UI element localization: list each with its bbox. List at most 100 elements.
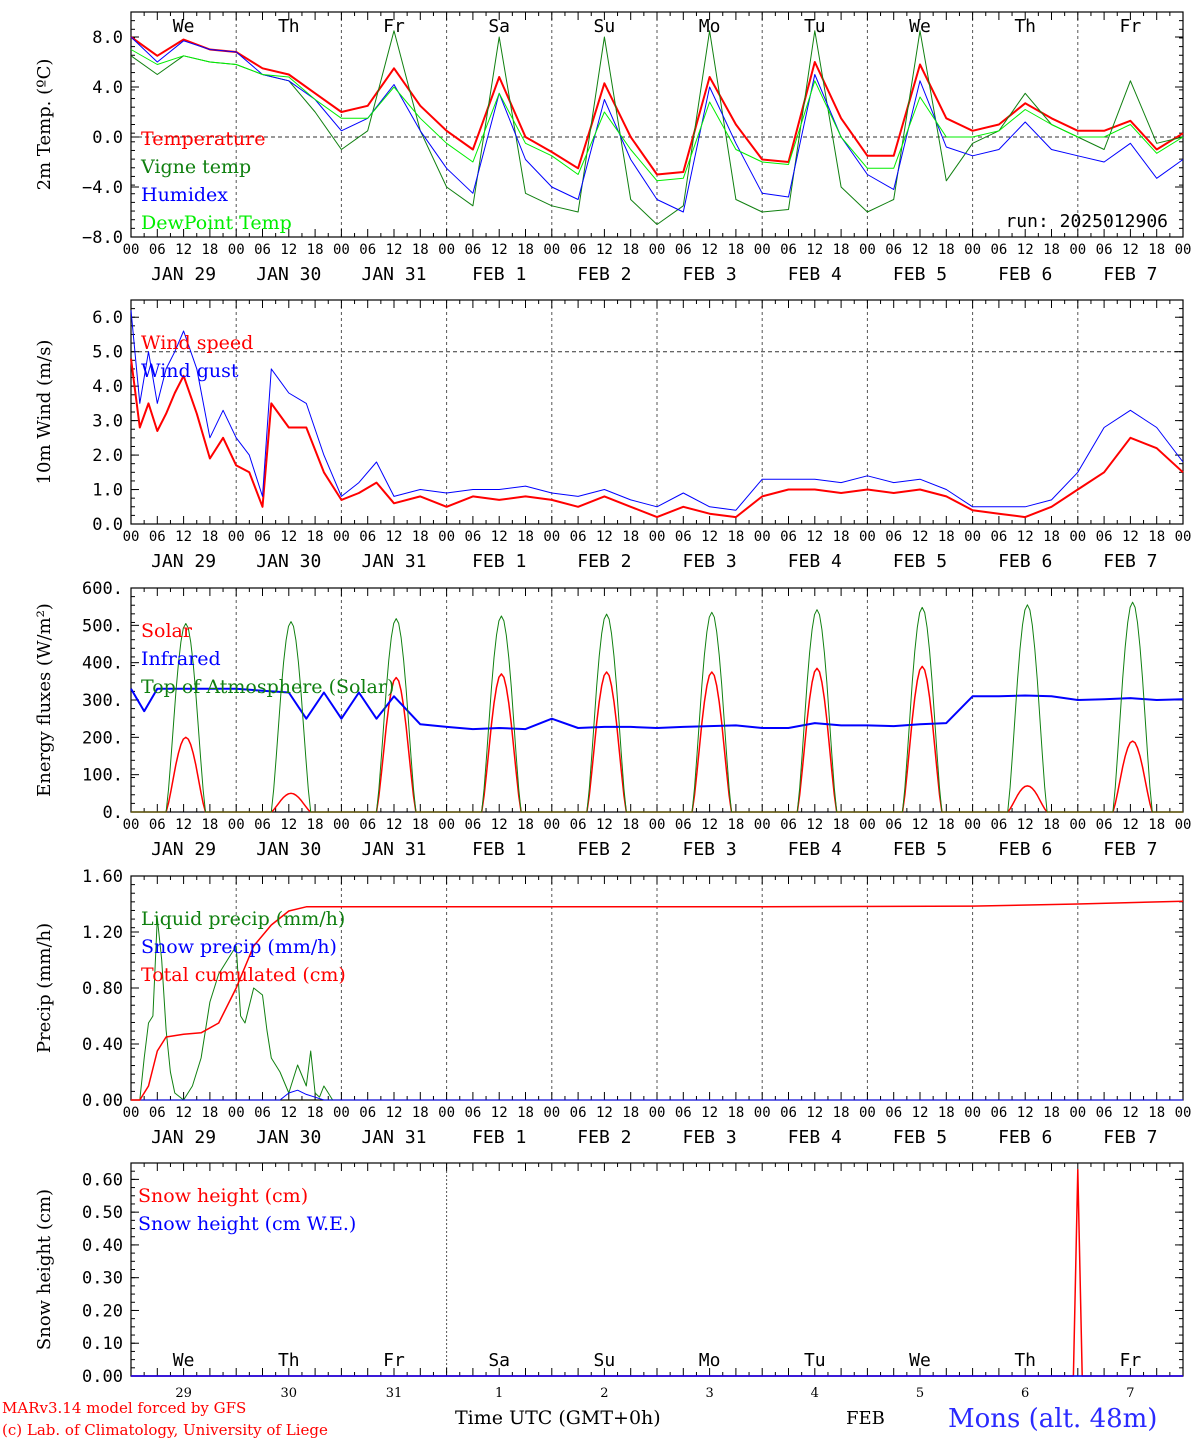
y-tick-label: 600. [82,579,123,599]
y-axis-label: Energy fluxes (W/m²) [34,603,55,797]
x-tick-label: 00 [754,817,771,833]
date-label: FEB 2 [577,264,631,285]
x-tick-label: 12 [701,529,718,545]
x-tick-label: 00 [228,817,245,833]
x-tick-label: 00 [438,242,455,258]
x-tick-label: 12 [491,1105,508,1121]
x-tick-label: 12 [175,817,192,833]
x-tick-label: 00 [1069,529,1086,545]
y-tick-label: 8.0 [92,28,123,48]
x-tick-label: 18 [201,242,218,258]
x-tick-label: 00 [438,817,455,833]
x-tick-label: 12 [175,1105,192,1121]
x-tick-label: 00 [228,242,245,258]
plot-frame [130,587,1184,813]
chart-panel-3: 0. 100. 200. 300. 400. 500. 600. Energy fluxes … [34,579,1191,860]
x-tick-label: 18 [1148,529,1165,545]
y-tick-label: 0.00 [82,1091,123,1111]
y-tick-label: 0. [103,803,123,823]
date-label: JAN 29 [151,839,216,860]
x-tick-label: 12 [596,817,613,833]
x-tick-label: 12 [596,242,613,258]
x-tick-label: 06 [464,242,481,258]
date-number: 3 [705,1386,713,1401]
series-line-temperature [130,36,1184,176]
x-tick-label: 12 [1017,529,1034,545]
x-tick-label: 18 [938,242,955,258]
date-label: FEB 5 [893,551,947,572]
x-tick-label: 06 [780,529,797,545]
day-letter: We [173,16,195,37]
x-tick-label: 18 [727,242,744,258]
x-tick-label: 00 [964,817,981,833]
x-tick-label: 00 [1175,529,1192,545]
date-label: FEB 3 [683,839,737,860]
x-tick-label: 00 [754,529,771,545]
x-tick-label: 06 [885,1105,902,1121]
x-tick-label: 18 [938,529,955,545]
legend-entry: Wind speed [141,332,253,354]
x-tick-label: 18 [938,817,955,833]
day-letter: Th [278,1350,300,1371]
day-letter: Mo [699,1350,721,1371]
x-tick-label: 12 [912,817,929,833]
x-tick-label: 18 [307,817,324,833]
x-tick-label: 00 [1175,242,1192,258]
x-tick-label: 06 [780,817,797,833]
x-tick-label: 06 [149,242,166,258]
x-tick-label: 12 [175,529,192,545]
y-tick-label: 0.60 [82,1170,123,1190]
x-tick-label: 00 [649,242,666,258]
date-label: FEB 3 [683,551,737,572]
y-tick-label: 0.50 [82,1203,123,1223]
date-label: FEB 2 [577,551,631,572]
x-tick-label: 12 [386,242,403,258]
chart-panel-2: 0.0 1.0 2.0 3.0 4.0 5.0 6.0 10m Wind (m/s) 00 06 1… [34,299,1192,572]
day-letter: Th [1014,16,1036,37]
series-line-vigne-temp [130,30,1184,225]
date-label: FEB 1 [472,264,526,285]
x-tick-label: 00 [859,1105,876,1121]
x-tick-label: 00 [1069,242,1086,258]
date-label: JAN 29 [151,551,216,572]
day-letter: Fr [1120,16,1142,37]
y-tick-label: 0.40 [82,1035,123,1055]
x-tick-label: 12 [596,1105,613,1121]
x-tick-label: 00 [649,817,666,833]
day-letter: Mo [699,16,721,37]
date-label: FEB 7 [1103,551,1157,572]
y-tick-label: 100. [82,766,123,786]
x-tick-label: 12 [491,817,508,833]
date-number: 31 [386,1386,403,1401]
x-tick-label: 00 [1175,817,1192,833]
x-tick-label: 18 [938,1105,955,1121]
chart-panel-5: 0.00 0.10 0.20 0.30 0.40 0.50 0.60 Snow height … [34,1162,1184,1401]
y-axis-label: 10m Wind (m/s) [34,340,55,485]
x-tick-label: 00 [649,529,666,545]
series-line-snow-precip-mm-h [131,1089,1183,1101]
x-tick-label: 18 [727,1105,744,1121]
y-tick-label: 3.0 [92,412,123,432]
date-number: 2 [600,1386,608,1401]
model-credit: MARv3.14 model forced by GFS [2,1399,246,1417]
y-tick-label: 0.10 [82,1334,123,1354]
x-tick-label: 00 [543,1105,560,1121]
x-tick-label: 06 [254,817,271,833]
series-line-liquid-precip-mm-h [131,917,1183,1101]
x-tick-label: 18 [1148,1105,1165,1121]
x-tick-label: 06 [149,817,166,833]
date-number: 7 [1126,1386,1134,1401]
x-tick-label: 18 [201,817,218,833]
x-tick-label: 06 [464,817,481,833]
x-tick-label: 06 [675,817,692,833]
x-tick-label: 06 [990,817,1007,833]
legend-entry: Temperature [141,128,265,150]
date-label: JAN 30 [256,839,321,860]
x-tick-label: 18 [833,529,850,545]
y-tick-label: 0.0 [92,515,123,535]
meteogram-panels: 8.04.00.0−4.0−8.02m Temp. (ºC)00 06 12 18 00… [34,11,1192,1401]
x-tick-label: 06 [149,1105,166,1121]
date-label: FEB 5 [893,264,947,285]
date-label: JAN 29 [151,1127,216,1148]
series-line-top-of-atmosphere-solar [131,601,1183,813]
